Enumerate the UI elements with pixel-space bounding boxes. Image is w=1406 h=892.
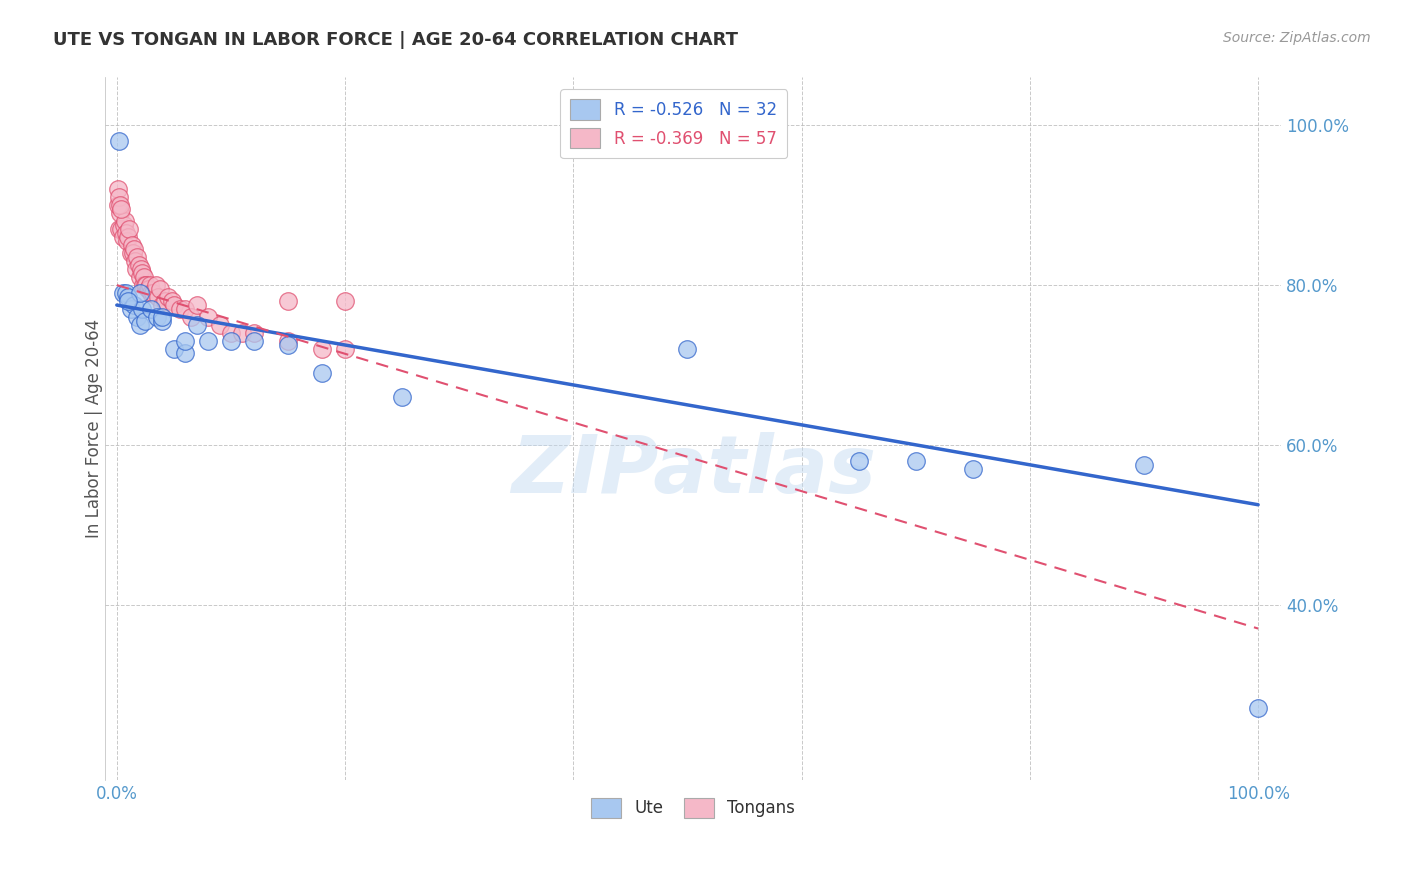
Point xyxy=(231,326,253,340)
Point xyxy=(136,282,159,296)
Point xyxy=(131,266,153,280)
Point xyxy=(138,282,160,296)
Point xyxy=(120,301,142,316)
Point xyxy=(163,298,186,312)
Point xyxy=(152,310,174,324)
Point xyxy=(676,342,699,356)
Point xyxy=(333,294,356,309)
Point xyxy=(110,202,132,217)
Point xyxy=(153,294,176,309)
Point xyxy=(117,290,139,304)
Point xyxy=(333,342,356,356)
Point xyxy=(135,278,157,293)
Point xyxy=(112,218,135,232)
Point xyxy=(125,262,148,277)
Point xyxy=(121,238,143,252)
Point xyxy=(160,294,183,309)
Point xyxy=(127,250,149,264)
Point xyxy=(904,454,927,468)
Point xyxy=(197,310,219,324)
Point xyxy=(219,326,242,340)
Point xyxy=(122,242,145,256)
Text: ZIPatlas: ZIPatlas xyxy=(510,432,876,510)
Point xyxy=(115,286,138,301)
Point xyxy=(108,134,131,148)
Point xyxy=(118,222,141,236)
Point xyxy=(132,278,155,293)
Point xyxy=(152,298,174,312)
Point xyxy=(169,301,191,316)
Point xyxy=(146,290,169,304)
Point xyxy=(242,334,264,348)
Point xyxy=(146,310,169,324)
Point xyxy=(134,270,156,285)
Point xyxy=(131,301,153,316)
Point xyxy=(149,282,172,296)
Point xyxy=(197,334,219,348)
Point xyxy=(128,270,150,285)
Point xyxy=(115,226,138,240)
Point xyxy=(134,314,156,328)
Point xyxy=(242,326,264,340)
Point xyxy=(121,246,143,260)
Legend: Ute, Tongans: Ute, Tongans xyxy=(585,791,801,825)
Point xyxy=(129,262,152,277)
Text: UTE VS TONGAN IN LABOR FORCE | AGE 20-64 CORRELATION CHART: UTE VS TONGAN IN LABOR FORCE | AGE 20-64… xyxy=(53,31,738,49)
Point xyxy=(1133,458,1156,472)
Point xyxy=(114,214,136,228)
Point xyxy=(127,310,149,324)
Point xyxy=(277,338,299,352)
Point xyxy=(848,454,870,468)
Point xyxy=(174,301,197,316)
Point xyxy=(1247,701,1270,715)
Point xyxy=(145,278,167,293)
Point xyxy=(139,278,162,293)
Point xyxy=(128,258,150,272)
Y-axis label: In Labor Force | Age 20-64: In Labor Force | Age 20-64 xyxy=(86,319,103,539)
Point xyxy=(277,294,299,309)
Point xyxy=(111,286,134,301)
Point xyxy=(115,234,138,248)
Point xyxy=(128,318,150,332)
Point xyxy=(311,366,333,380)
Point xyxy=(174,334,197,348)
Point xyxy=(108,190,131,204)
Point xyxy=(180,310,202,324)
Point xyxy=(311,342,333,356)
Point xyxy=(186,298,208,312)
Point xyxy=(120,246,142,260)
Point xyxy=(110,222,132,236)
Point xyxy=(139,301,162,316)
Point xyxy=(277,334,299,348)
Point xyxy=(139,286,162,301)
Point xyxy=(208,318,231,332)
Point xyxy=(186,318,208,332)
Point xyxy=(128,286,150,301)
Point xyxy=(107,198,129,212)
Point xyxy=(142,286,165,301)
Point xyxy=(391,390,413,404)
Point xyxy=(117,294,139,309)
Point xyxy=(152,314,174,328)
Point xyxy=(163,342,186,356)
Point xyxy=(174,346,197,360)
Point xyxy=(110,206,132,220)
Point xyxy=(124,254,146,268)
Point xyxy=(219,334,242,348)
Point xyxy=(134,278,156,293)
Point xyxy=(117,230,139,244)
Point xyxy=(108,222,131,236)
Point xyxy=(962,462,984,476)
Text: Source: ZipAtlas.com: Source: ZipAtlas.com xyxy=(1223,31,1371,45)
Point xyxy=(122,298,145,312)
Point xyxy=(107,182,129,196)
Point xyxy=(157,290,180,304)
Point xyxy=(111,230,134,244)
Point xyxy=(110,198,132,212)
